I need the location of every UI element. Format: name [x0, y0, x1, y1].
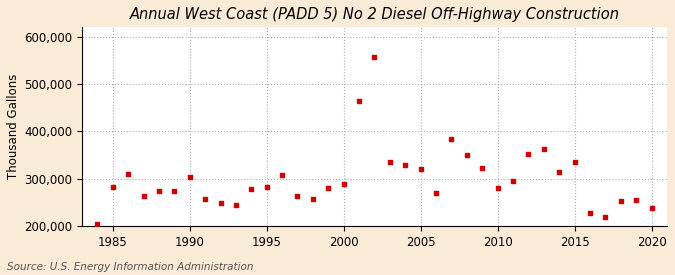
Point [369, 54, 380, 59]
Point [230, 203, 241, 207]
Point [385, 160, 396, 164]
Point [569, 160, 580, 164]
Title: Annual West Coast (PADD 5) No 2 Diesel Off-Highway Construction: Annual West Coast (PADD 5) No 2 Diesel O… [130, 7, 620, 22]
Y-axis label: Thousand Gallons: Thousand Gallons [7, 74, 20, 179]
Point [215, 201, 226, 206]
Point [92, 222, 103, 226]
Point [292, 194, 303, 198]
Point [308, 196, 319, 201]
Point [616, 199, 626, 204]
Point [539, 147, 549, 152]
Point [462, 153, 472, 157]
Point [354, 98, 364, 103]
Point [246, 186, 256, 191]
Point [508, 179, 518, 183]
Text: Source: U.S. Energy Information Administration: Source: U.S. Energy Information Administ… [7, 262, 253, 272]
Point [184, 175, 195, 180]
Point [523, 152, 534, 156]
Point [446, 136, 457, 141]
Point [169, 189, 180, 193]
Point [554, 169, 564, 174]
Point [600, 214, 611, 219]
Point [585, 211, 595, 215]
Point [630, 198, 641, 202]
Point [338, 182, 349, 187]
Point [477, 166, 487, 170]
Point [431, 191, 441, 195]
Point [153, 188, 164, 193]
Point [200, 196, 211, 201]
Point [261, 185, 272, 189]
Point [138, 194, 149, 199]
Point [323, 186, 333, 190]
Point [646, 206, 657, 210]
Point [277, 173, 288, 177]
Point [492, 186, 503, 190]
Point [415, 167, 426, 172]
Point [107, 185, 118, 189]
Point [123, 172, 134, 176]
Point [400, 162, 410, 167]
